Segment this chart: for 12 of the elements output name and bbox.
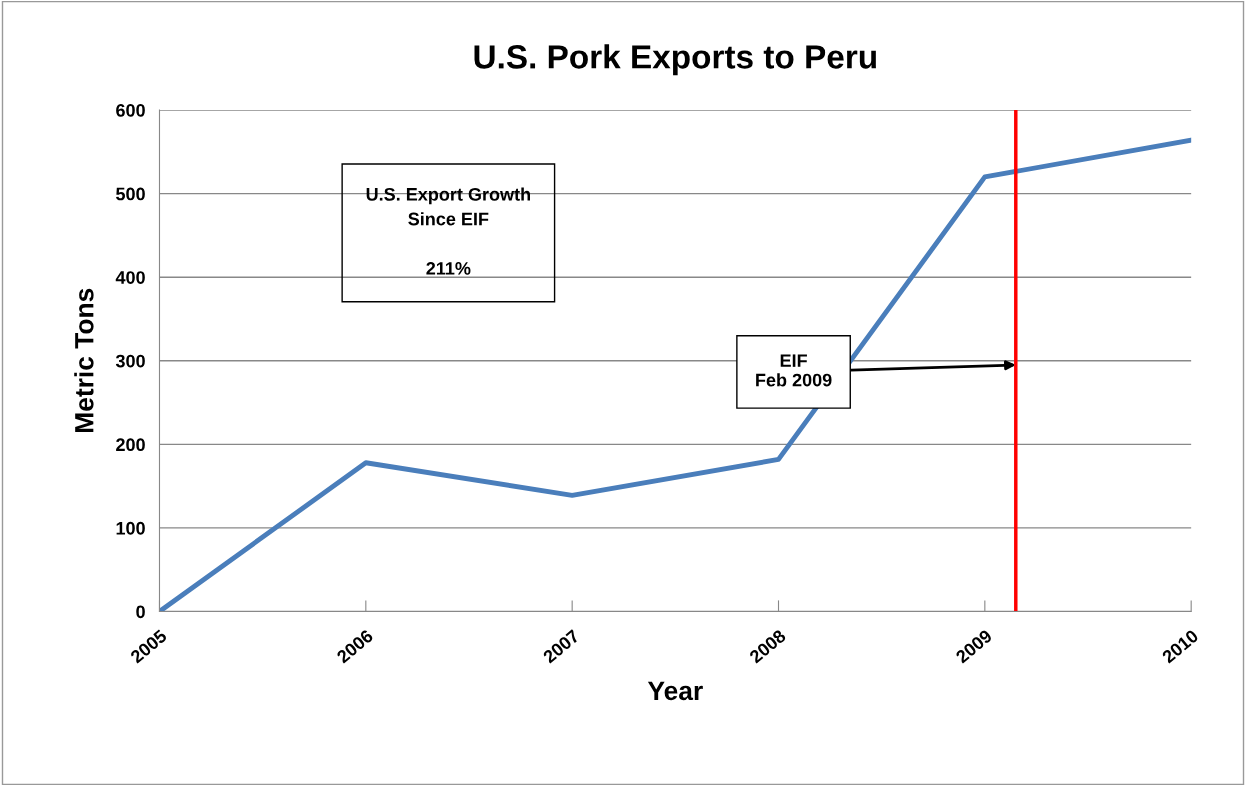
y-tick-label: 400 — [115, 271, 145, 284]
annotation: EIF Feb 2009 — [756, 354, 832, 387]
text: U.S. Export Growth Since EIF 211% — [366, 187, 530, 275]
x-axis-title: Year — [647, 681, 703, 701]
y-tick-label: 200 — [116, 438, 145, 452]
y-tick-label: 600 — [116, 103, 145, 117]
y-tick-label: 300 — [115, 354, 145, 368]
y-tick-label: 500 — [116, 187, 145, 201]
y-axis-title: Metric Tons — [74, 288, 94, 433]
y-tick-label: 0 — [136, 605, 145, 619]
chart-title: U.S. Pork Exports to Peru — [474, 44, 876, 76]
y-tick-label: 100 — [116, 521, 145, 535]
